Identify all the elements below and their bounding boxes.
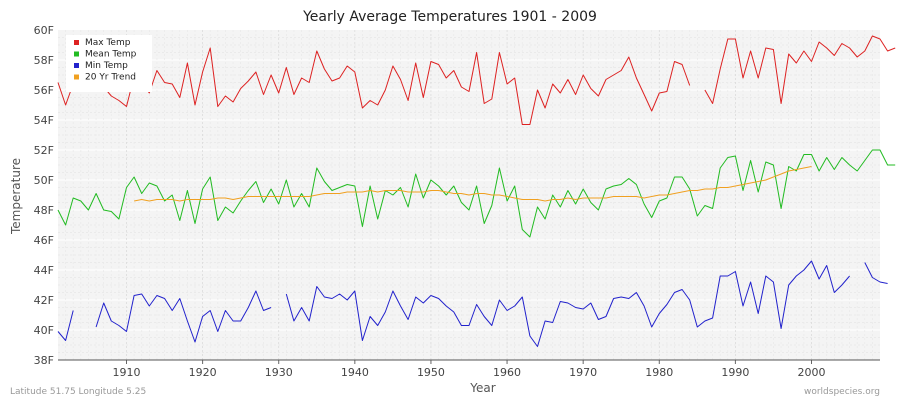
legend-entry: Mean Temp <box>85 50 137 60</box>
legend-swatch <box>74 51 79 57</box>
y-tick-label: 44F <box>34 264 54 277</box>
y-tick-label: 60F <box>34 24 54 37</box>
y-tick-label: 56F <box>34 84 54 97</box>
y-tick-label: 38F <box>34 354 54 367</box>
x-tick-label: 1970 <box>569 366 597 379</box>
y-tick-label: 48F <box>34 204 54 217</box>
legend-swatch <box>74 74 79 80</box>
footer-location: Latitude 51.75 Longitude 5.25 <box>10 387 146 397</box>
x-tick-label: 1920 <box>189 366 217 379</box>
y-tick-label: 50F <box>34 174 54 187</box>
x-tick-label: 1940 <box>341 366 369 379</box>
y-tick-label: 42F <box>34 294 54 307</box>
series-lines <box>57 35 896 347</box>
chart-title: Yearly Average Temperatures 1901 - 2009 <box>302 9 597 25</box>
legend-box <box>66 35 152 92</box>
x-axis-label: Year <box>469 381 495 395</box>
y-tick-label: 46F <box>34 234 54 247</box>
x-tick-label: 1980 <box>645 366 673 379</box>
y-tick-label: 40F <box>34 324 54 337</box>
grid-lines <box>58 30 880 360</box>
series-line-20-yr-trend <box>134 166 812 202</box>
legend-entry: Min Temp <box>85 61 128 71</box>
legend-swatch <box>74 63 79 68</box>
y-tick-label: 52F <box>34 144 54 157</box>
x-tick-label: 1960 <box>493 366 521 379</box>
x-tick-label: 1990 <box>721 366 749 379</box>
x-tick-label: 1930 <box>265 366 293 379</box>
legend-entry: 20 Yr Trend <box>85 73 136 83</box>
x-tick-label: 2000 <box>798 366 826 379</box>
x-axis-ticks: 1910 1920 1930 1940 1950 1960 1970 1980 1990 2000 <box>113 360 826 379</box>
y-tick-label: 54F <box>34 114 54 127</box>
series-line-min-temp <box>57 260 888 347</box>
legend-swatch <box>74 40 79 45</box>
x-tick-label: 1950 <box>417 366 445 379</box>
footer-source: worldspecies.org <box>804 387 880 397</box>
legend-entry: Max Temp <box>85 38 131 48</box>
y-axis-ticks: 38F 40F 42F 44F 46F 48F 50F 52F 54F 56F 58F 60F <box>34 24 54 367</box>
y-axis-label: Temperature <box>9 158 23 235</box>
x-tick-label: 1910 <box>113 366 141 379</box>
y-tick-label: 58F <box>34 54 54 67</box>
